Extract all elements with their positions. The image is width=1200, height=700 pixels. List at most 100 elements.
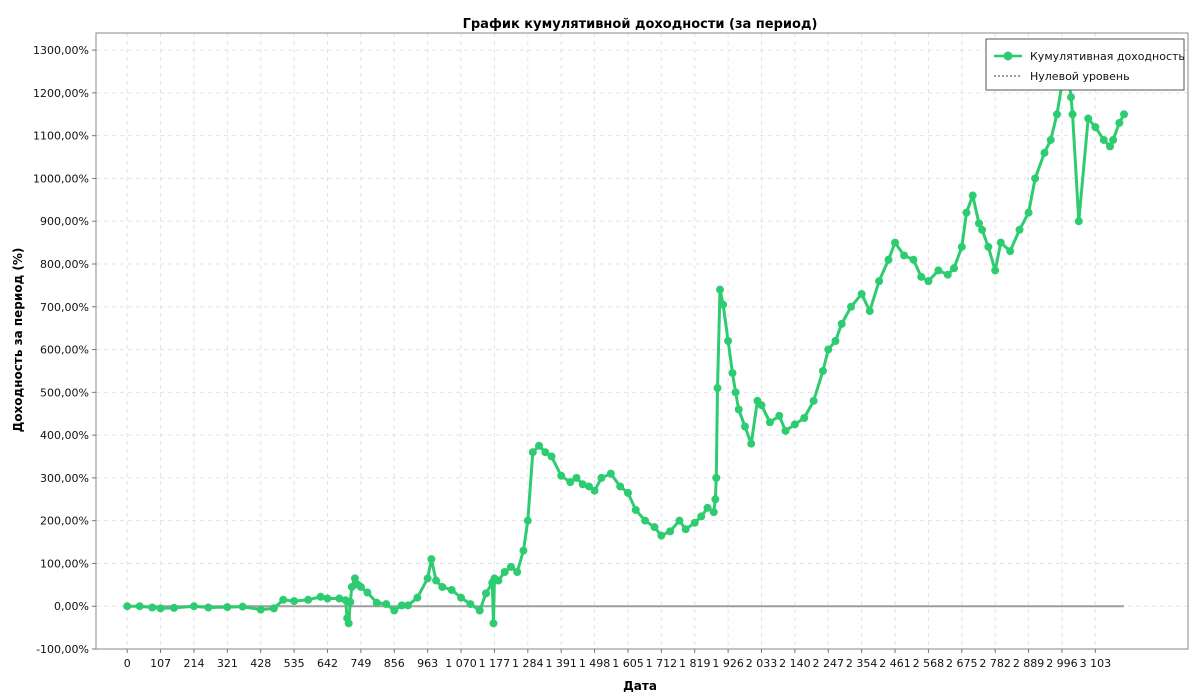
- data-point: [943, 270, 952, 279]
- data-point: [891, 238, 900, 247]
- legend-label-cumulative: Кумулятивная доходность: [1030, 50, 1185, 63]
- grid: [96, 33, 1188, 650]
- y-axis-label: Доходность за период (%): [11, 248, 25, 433]
- data-point: [962, 208, 971, 217]
- y-tick-label: 1100,00%: [33, 130, 89, 143]
- x-axis-label: Дата: [623, 679, 657, 693]
- data-point: [950, 264, 958, 273]
- x-tick-label: 1 284: [512, 657, 544, 670]
- legend-marker-icon: [1003, 51, 1013, 61]
- x-tick-label: 2 354: [846, 657, 878, 670]
- data-point: [1067, 93, 1075, 102]
- data-point: [269, 604, 278, 613]
- data-point: [382, 600, 391, 609]
- y-tick-label: 1200,00%: [33, 87, 89, 100]
- data-point: [1099, 135, 1108, 144]
- data-point: [657, 531, 666, 540]
- x-tick-label: 3 103: [1080, 657, 1112, 670]
- data-point: [857, 289, 866, 298]
- data-point: [909, 255, 918, 264]
- data-point: [1015, 225, 1024, 234]
- data-point: [747, 439, 756, 448]
- data-point: [606, 469, 615, 478]
- x-tick-label: 2 996: [1046, 657, 1078, 670]
- data-point: [1024, 208, 1033, 217]
- x-tick-label: 1 391: [545, 657, 577, 670]
- data-point: [790, 420, 799, 429]
- data-point: [800, 414, 809, 422]
- data-point: [1115, 118, 1124, 127]
- data-point: [506, 562, 515, 571]
- data-point: [865, 307, 874, 316]
- data-point: [824, 345, 833, 354]
- data-point: [690, 518, 699, 527]
- data-point: [781, 426, 790, 435]
- y-tick-label: 800,00%: [40, 258, 89, 271]
- data-point: [466, 600, 475, 609]
- y-tick-label: 300,00%: [40, 472, 89, 485]
- data-point: [809, 396, 818, 405]
- data-point: [427, 555, 436, 564]
- data-point: [347, 582, 356, 591]
- y-tick-label: 400,00%: [40, 429, 89, 442]
- data-point: [204, 603, 213, 612]
- data-point: [390, 606, 399, 615]
- x-tick-label: 1 070: [445, 657, 477, 670]
- data-point: [519, 546, 528, 555]
- data-point: [641, 516, 650, 525]
- data-point: [775, 411, 784, 420]
- data-point: [541, 448, 550, 457]
- data-point: [566, 478, 575, 487]
- data-point: [547, 452, 556, 461]
- data-point: [423, 574, 432, 583]
- data-point: [1068, 110, 1077, 119]
- data-point: [991, 266, 1000, 275]
- x-tick-label: 535: [284, 657, 305, 670]
- data-point: [666, 527, 675, 536]
- data-point: [304, 595, 313, 604]
- data-point: [475, 606, 484, 615]
- data-point: [590, 486, 599, 495]
- data-point: [513, 568, 522, 576]
- data-point: [724, 337, 733, 345]
- data-point: [189, 602, 198, 611]
- x-tick-label: 963: [417, 657, 438, 670]
- y-tick-label: -100,00%: [36, 643, 89, 656]
- cumulative-return-line: [127, 65, 1126, 625]
- data-point: [675, 516, 684, 525]
- data-point: [978, 225, 987, 234]
- legend-label-zero: Нулевой уровень: [1030, 70, 1130, 83]
- y-tick-label: 100,00%: [40, 557, 89, 570]
- legend: Кумулятивная доходность Нулевой уровень: [985, 38, 1185, 91]
- y-tick-label: 0,00%: [54, 600, 89, 613]
- x-tick-label: 2 247: [813, 657, 845, 670]
- data-point: [578, 480, 587, 489]
- data-point: [917, 272, 926, 281]
- data-point: [847, 302, 856, 311]
- data-point: [572, 473, 581, 482]
- data-point: [1120, 110, 1129, 119]
- data-point: [356, 582, 365, 591]
- x-tick-label: 856: [384, 657, 405, 670]
- chart-title: График кумулятивной доходности (за перио…: [463, 17, 818, 32]
- data-point: [557, 471, 566, 480]
- data-point: [818, 366, 827, 375]
- x-tick-label: 214: [183, 657, 204, 670]
- data-point: [500, 568, 509, 576]
- data-point: [123, 602, 132, 611]
- data-point: [535, 441, 544, 450]
- data-point: [697, 512, 706, 521]
- data-point: [712, 473, 721, 482]
- data-point: [457, 593, 466, 602]
- data-point: [156, 604, 165, 613]
- data-point: [1046, 135, 1055, 144]
- x-tick-label: 2 675: [946, 657, 978, 670]
- x-tick-label: 1 819: [679, 657, 711, 670]
- plot-frame: [95, 32, 1189, 650]
- data-point: [584, 482, 593, 491]
- data-point: [372, 598, 381, 607]
- data-point: [447, 585, 456, 594]
- data-point: [884, 255, 893, 264]
- data-point: [734, 405, 743, 414]
- x-tick-label: 749: [350, 657, 371, 670]
